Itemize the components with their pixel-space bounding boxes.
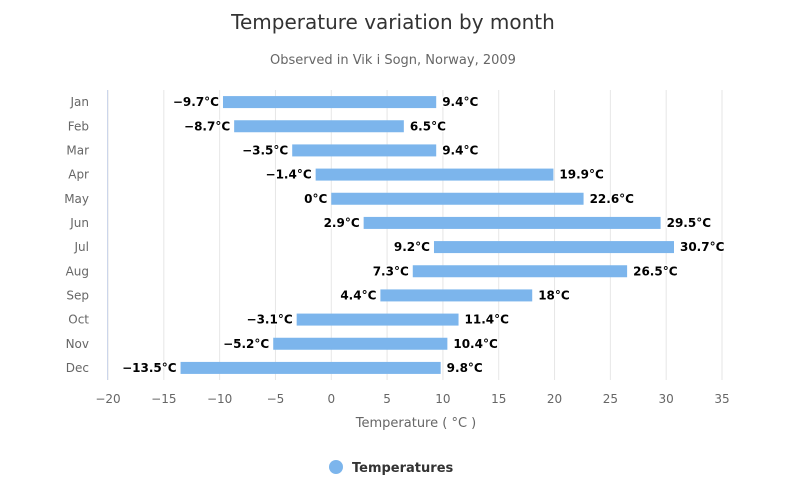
category-label: Dec [66,361,89,375]
x-tick-label: 25 [603,392,618,406]
x-tick-label: 20 [547,392,562,406]
data-label-high: 22.6°C [590,192,635,206]
category-label: Jul [74,240,89,254]
bar-feb[interactable] [234,120,404,133]
data-label-low: 7.3°C [373,264,409,278]
data-label-high: 30.7°C [680,240,725,254]
data-label-high: 9.4°C [442,143,478,157]
x-axis-title: Temperature ( °C ) [355,416,476,431]
bar-sep[interactable] [380,289,533,302]
data-label-high: 18°C [538,288,570,302]
bar-apr[interactable] [315,168,554,181]
category-label: Sep [66,288,89,302]
data-label-low: −3.1°C [247,313,293,327]
bar-dec[interactable] [180,361,441,374]
category-label: Aug [66,264,89,278]
data-label-low: 0°C [304,192,327,206]
legend-label: Temperatures [352,461,454,476]
bar-jan[interactable] [222,96,437,109]
category-label: Nov [66,337,89,351]
category-axis: Jan Feb Mar Apr May Jun Jul Aug Sep Oct Nov Dec [64,90,108,380]
data-label-low: −9.7°C [173,95,219,109]
data-label-high: 19.9°C [559,168,604,182]
x-tick-label: 5 [383,392,391,406]
data-label-low: −8.7°C [184,119,230,133]
data-label-high: 9.8°C [447,361,483,375]
x-tick-label: 10 [435,392,450,406]
bar-may[interactable] [331,192,584,205]
data-label-low: 4.4°C [340,288,376,302]
x-tick-label: −20 [95,392,120,406]
x-tick-label: 0 [327,392,335,406]
data-label-high: 9.4°C [442,95,478,109]
bar-nov[interactable] [273,337,448,350]
category-label: Apr [68,168,89,182]
data-label-low: 2.9°C [324,216,360,230]
data-label-low: 9.2°C [394,240,430,254]
data-label-low: −5.2°C [223,337,269,351]
category-label: Jan [70,95,90,109]
x-tick-label: 35 [714,392,729,406]
category-label: Feb [68,119,89,133]
category-label: Mar [66,143,89,157]
data-label-low: −1.4°C [266,168,312,182]
x-tick-label: 30 [659,392,674,406]
data-label-low: −13.5°C [122,361,177,375]
bar-mar[interactable] [292,144,437,157]
x-tick-label: 15 [491,392,506,406]
bar-oct[interactable] [296,313,459,326]
x-tick-label: −15 [151,392,176,406]
category-label: Oct [68,313,89,327]
data-label-high: 29.5°C [667,216,712,230]
grid-lines [107,90,723,380]
bar-jun[interactable] [363,216,661,229]
legend-item-temperatures[interactable]: Temperatures [329,460,454,476]
chart-subtitle: Observed in Vik i Sogn, Norway, 2009 [270,53,516,68]
category-label: May [64,192,89,206]
category-label: Jun [69,216,89,230]
bar-aug[interactable] [412,265,628,278]
x-tick-label: −5 [267,392,285,406]
data-labels: −9.7°C 9.4°C −8.7°C 6.5°C −3.5°C 9.4°C −1.4°C 1… [121,94,727,377]
data-label-high: 26.5°C [633,264,678,278]
data-label-high: 10.4°C [453,337,498,351]
data-label-high: 6.5°C [410,119,446,133]
bars [180,96,674,374]
legend-marker [329,460,343,474]
value-axis: −20 −15 −10 −5 0 5 10 15 20 25 30 35 [95,392,729,406]
data-label-low: −3.5°C [242,143,288,157]
bar-jul[interactable] [433,241,674,254]
x-tick-label: −10 [207,392,232,406]
chart-title: Temperature variation by month [231,10,555,34]
data-label-high: 11.4°C [465,313,510,327]
